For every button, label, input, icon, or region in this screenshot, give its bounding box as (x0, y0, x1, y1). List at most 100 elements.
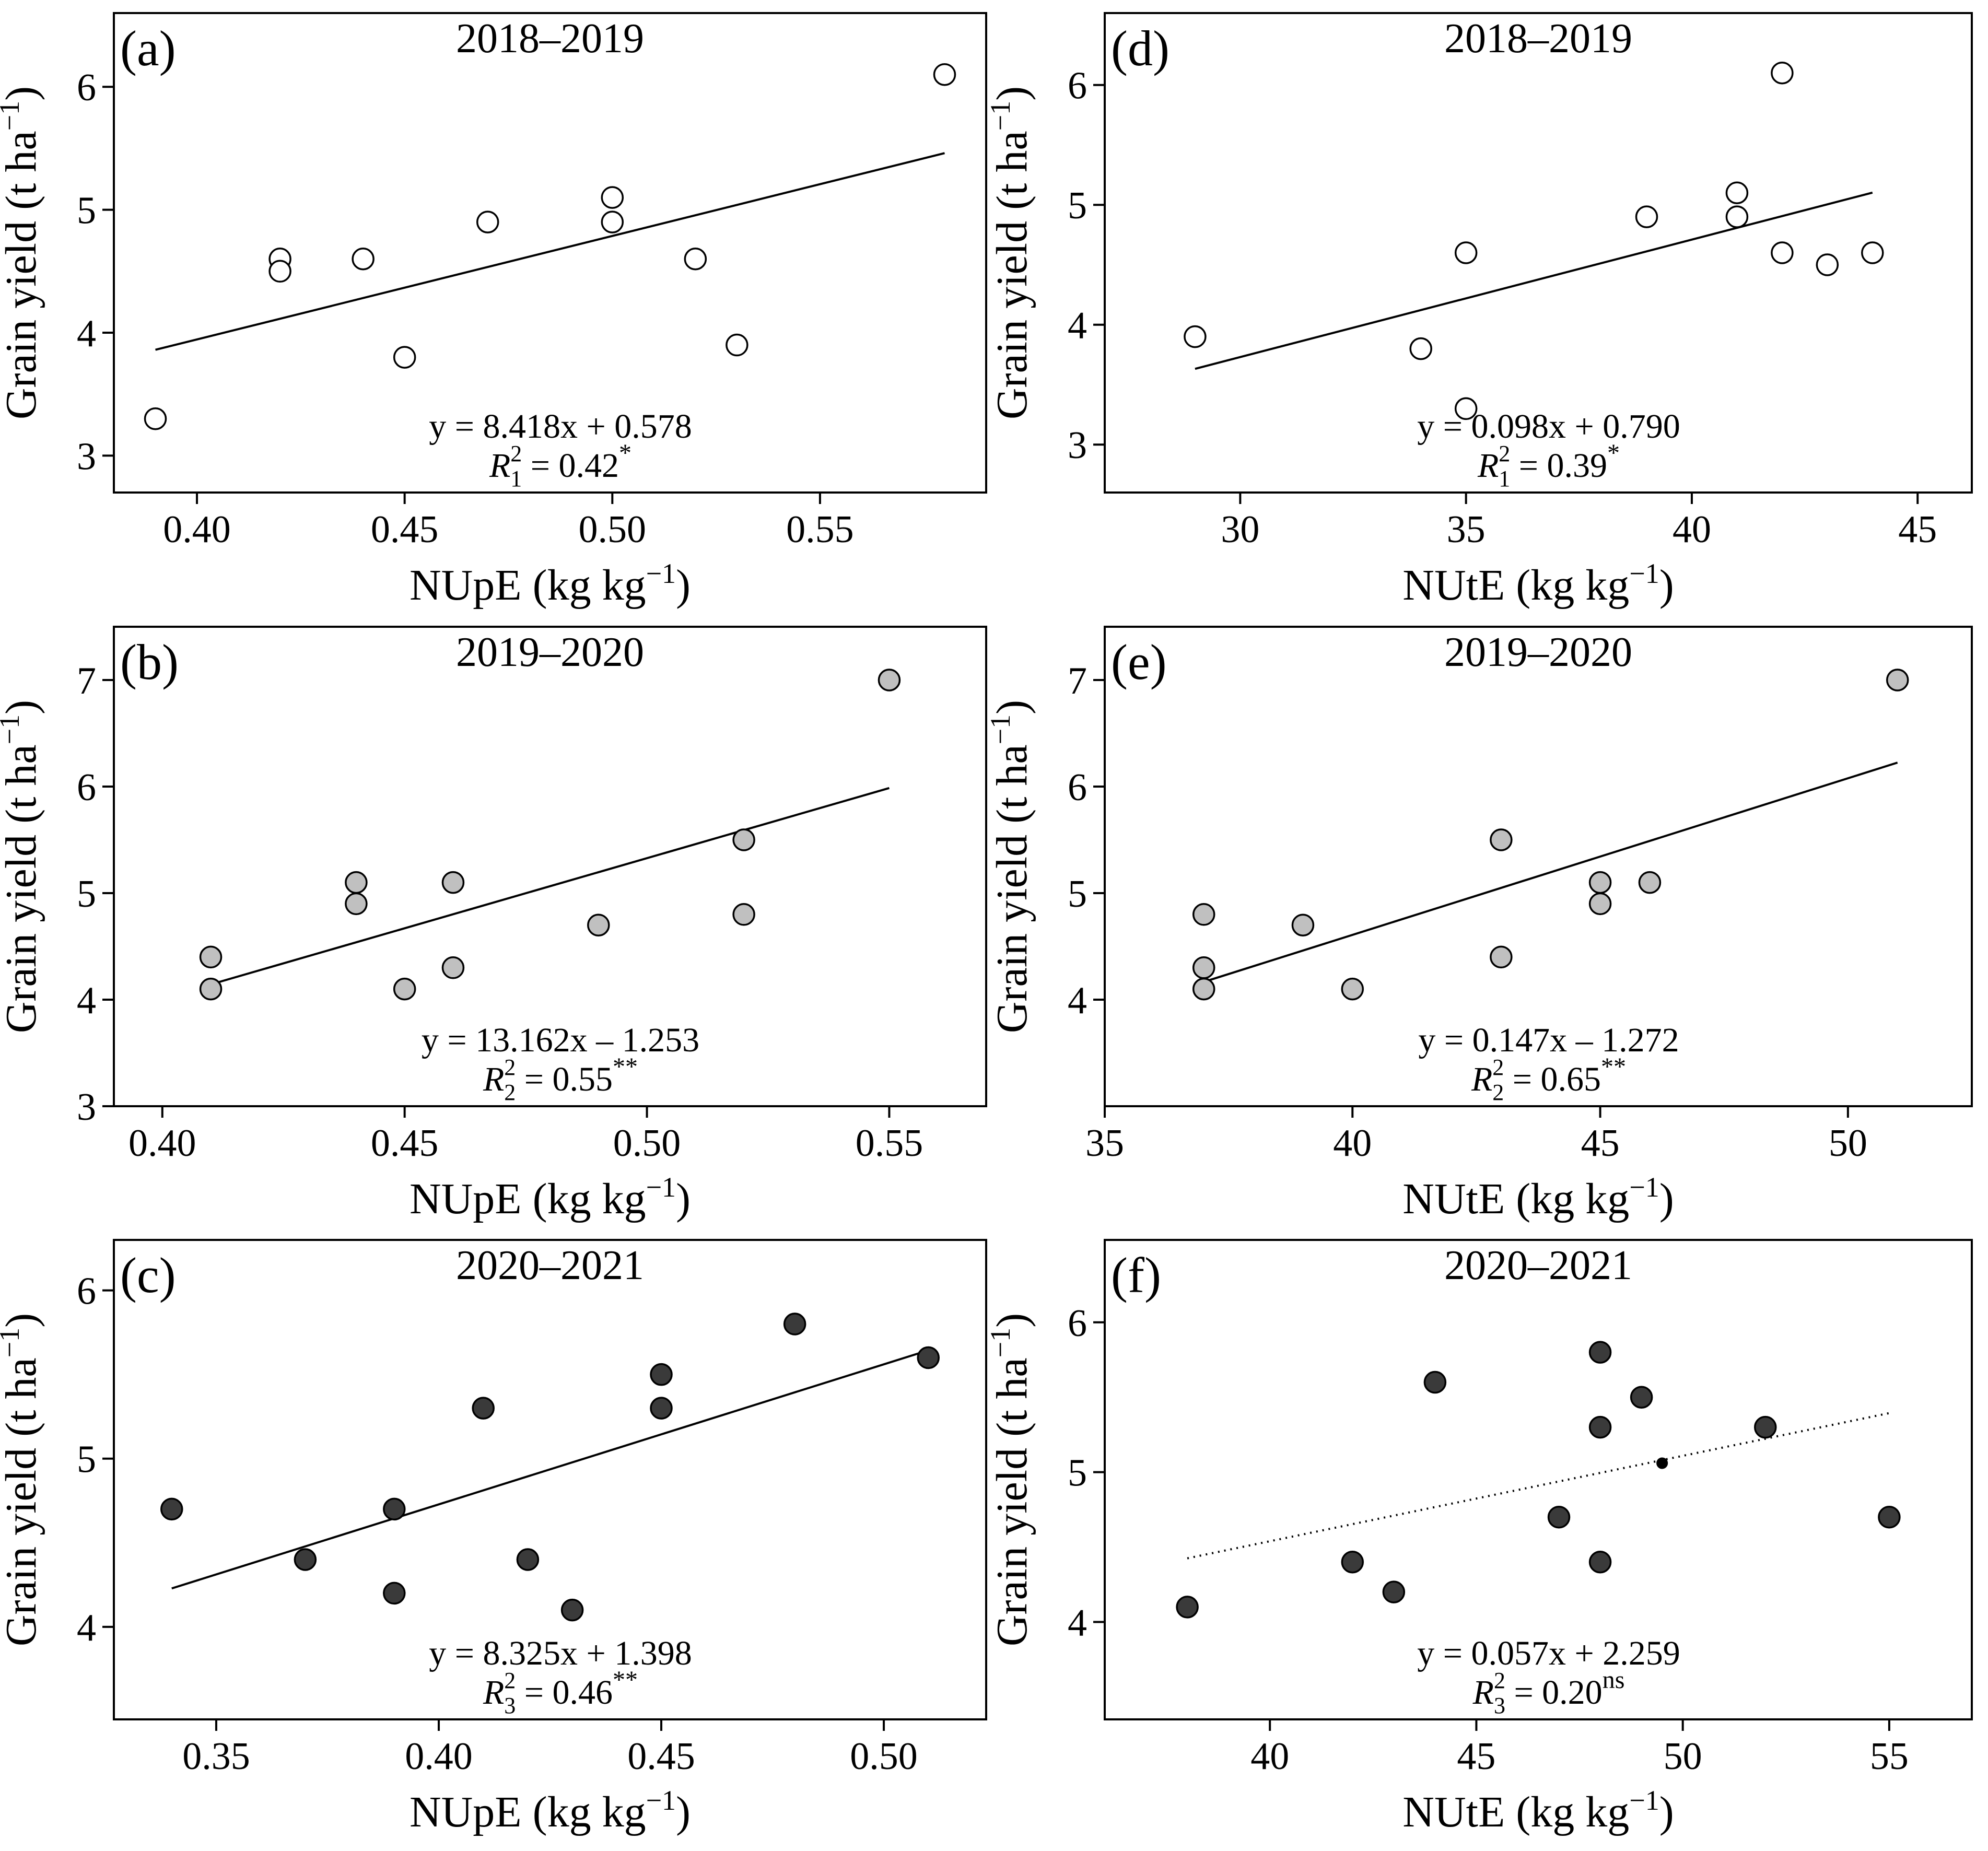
x-tick-label: 45 (1581, 1122, 1620, 1165)
panel-title: 2019–2020 (456, 629, 644, 675)
r2-value: = 0.65 (1504, 1060, 1601, 1098)
x-axis-label-close: ) (676, 561, 691, 610)
x-tick-label: 40 (1333, 1122, 1372, 1165)
data-point (1490, 828, 1513, 851)
y-axis-label-text: Grain yield (t ha (0, 744, 45, 1033)
r2-symbol: R (489, 447, 510, 485)
x-tick-label: 0.45 (371, 1122, 439, 1165)
data-point (1291, 913, 1315, 936)
r2-significance: ns (1603, 1666, 1625, 1694)
y-tick-label: 4 (1068, 979, 1087, 1022)
x-axis-label-sup: −1 (646, 1171, 676, 1203)
x-axis-label-close: ) (1659, 1788, 1674, 1836)
data-point (441, 956, 465, 979)
y-axis-label: Grain yield (t ha−1) (0, 700, 45, 1033)
x-axis-label-sup: −1 (1629, 1171, 1659, 1203)
y-tick-label: 4 (77, 979, 96, 1022)
r2-significance: ** (613, 1053, 638, 1081)
data-point (160, 1497, 183, 1521)
data-point (1184, 325, 1207, 348)
panel-label: (e) (1111, 634, 1167, 690)
panel-title: 2019–2020 (1444, 629, 1632, 675)
x-tick-label: 0.35 (182, 1735, 250, 1778)
regression-line (1187, 1412, 1890, 1560)
y-axis-label-text: Grain yield (t ha (0, 1357, 45, 1646)
y-axis-label: Grain yield (t ha−1) (985, 86, 1036, 419)
y-axis-label-close: ) (0, 86, 45, 101)
y-tick-label: 5 (1068, 184, 1087, 227)
data-point (1771, 241, 1794, 264)
x-tick-label: 55 (1870, 1735, 1909, 1778)
x-tick-label: 0.50 (579, 508, 647, 551)
data-point (1192, 903, 1215, 926)
data-point (144, 407, 167, 430)
data-point (732, 903, 755, 926)
y-axis-label-close: ) (988, 1313, 1036, 1328)
y-tick-label: 4 (1068, 304, 1087, 347)
y-tick-label: 4 (77, 312, 96, 355)
x-axis-label: NUtE (kg kg−1) (1402, 558, 1674, 610)
x-tick-label: 40 (1250, 1735, 1289, 1778)
x-axis-label-sup: −1 (1629, 558, 1659, 589)
r-squared: R2 2 = 0.65** (1471, 1053, 1626, 1105)
x-axis-label-close: ) (676, 1175, 691, 1223)
y-tick-label: 5 (1068, 1452, 1087, 1495)
data-point (1816, 253, 1839, 276)
x-axis-label-close: ) (1659, 1175, 1674, 1223)
r2-significance: ** (1601, 1053, 1626, 1081)
r-squared: R2 1 = 0.42* (489, 439, 632, 491)
plot-frame (113, 12, 987, 494)
r2-significance: * (619, 439, 632, 467)
y-axis-label-sup: −1 (985, 1328, 1016, 1357)
data-point (650, 1397, 673, 1420)
r-squared: R2 1 = 0.39* (1477, 439, 1620, 491)
data-point (783, 1313, 806, 1335)
data-point (383, 1581, 406, 1605)
y-axis-label: Grain yield (t ha−1) (985, 1313, 1036, 1646)
data-point (560, 1598, 584, 1622)
mean-point (1656, 1457, 1668, 1469)
x-tick-label: 50 (1829, 1122, 1867, 1165)
data-point (1588, 871, 1612, 894)
y-axis-label-close: ) (988, 700, 1036, 714)
y-axis-label-sup: −1 (0, 714, 25, 744)
y-tick-label: 3 (1068, 424, 1087, 467)
x-axis-label-text: NUtE (kg kg (1402, 1788, 1629, 1836)
data-point (1192, 977, 1215, 1001)
regression-line (155, 152, 945, 351)
x-axis-label: NUpE (kg kg−1) (410, 558, 691, 610)
r2-sup: 2 (504, 1055, 516, 1080)
x-tick-label: 0.40 (128, 1122, 196, 1165)
y-tick-label: 6 (1068, 65, 1087, 108)
r2-sub: 2 (504, 1080, 516, 1105)
data-point (1409, 337, 1432, 360)
data-point (1454, 241, 1478, 264)
y-tick-label: 5 (77, 190, 96, 232)
data-point (516, 1548, 540, 1571)
data-point (393, 977, 416, 1001)
x-axis-label-text: NUpE (kg kg (410, 561, 646, 610)
data-point (1176, 1596, 1199, 1619)
x-axis-label-sup: −1 (1629, 1785, 1659, 1816)
data-point (1638, 871, 1662, 894)
y-axis-label-text: Grain yield (t ha (988, 131, 1036, 419)
x-axis-label-text: NUtE (kg kg (1402, 1175, 1629, 1223)
data-point (199, 977, 223, 1001)
r-squared: R2 3 = 0.46** (483, 1666, 638, 1718)
x-tick-label: 0.45 (627, 1735, 695, 1778)
r2-symbol: R (1471, 1060, 1492, 1098)
x-tick-label: 40 (1673, 508, 1711, 551)
y-axis-label-close: ) (0, 1313, 45, 1328)
r2-value: = 0.42 (522, 447, 619, 485)
data-point (1588, 1341, 1612, 1364)
data-point (1423, 1370, 1447, 1394)
x-tick-label: 50 (1664, 1735, 1702, 1778)
data-point (345, 892, 368, 916)
data-point (441, 871, 465, 894)
x-axis-label-close: ) (1659, 561, 1674, 610)
y-tick-label: 5 (77, 873, 96, 916)
y-axis-label-sup: −1 (0, 101, 25, 131)
